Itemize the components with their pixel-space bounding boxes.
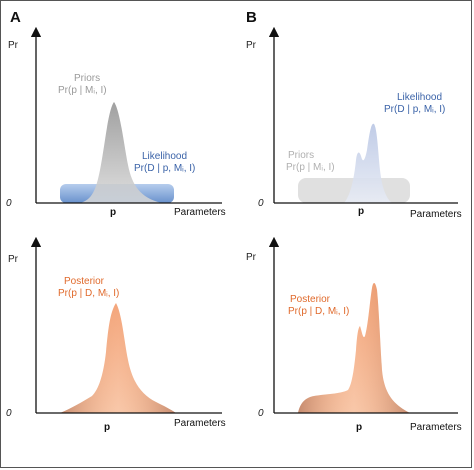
x-axis-label: Parameters — [174, 207, 226, 218]
origin-label: 0 — [258, 408, 264, 419]
panel-label-b: B — [246, 9, 257, 26]
prior-distribution — [80, 102, 162, 203]
x-tick-p: p — [104, 422, 110, 433]
panel-b-bottom: Pr 0 p Parameters Posterior Pr(p | D, Mᵢ… — [246, 236, 462, 433]
posterior-title: Posterior — [64, 276, 105, 287]
posterior-title: Posterior — [290, 294, 331, 305]
panel-a-top: Pr 0 p Parameters Priors Pr(p | Mᵢ, I) L… — [6, 26, 226, 218]
priors-title: Priors — [74, 73, 100, 84]
priors-formula: Pr(p | Mᵢ, I) — [286, 162, 335, 173]
y-axis-label: Pr — [8, 254, 19, 265]
origin-label: 0 — [6, 198, 12, 209]
y-axis-label: Pr — [246, 252, 257, 263]
x-tick-p: p — [358, 206, 364, 217]
x-axis-label: Parameters — [410, 422, 462, 433]
panel-a-bottom: Pr 0 p Parameters Posterior Pr(p | D, Mᵢ… — [6, 236, 226, 433]
posterior-formula: Pr(p | D, Mᵢ, I) — [58, 288, 119, 299]
likelihood-formula: Pr(D | p, Mᵢ, I) — [134, 163, 195, 174]
posterior-formula: Pr(p | D, Mᵢ, I) — [288, 306, 349, 317]
panel-label-a: A — [10, 9, 21, 26]
x-tick-p: p — [110, 207, 116, 218]
x-axis-label: Parameters — [174, 418, 226, 429]
x-tick-p: p — [356, 422, 362, 433]
likelihood-distribution — [344, 123, 392, 203]
likelihood-formula: Pr(D | p, Mᵢ, I) — [384, 104, 445, 115]
likelihood-title: Likelihood — [142, 151, 187, 162]
panel-b-top: Pr 0 p Parameters Priors Pr(p | Mᵢ, I) L… — [246, 26, 462, 220]
origin-label: 0 — [258, 198, 264, 209]
y-axis-label: Pr — [8, 40, 19, 51]
priors-title: Priors — [288, 150, 314, 161]
x-axis-label: Parameters — [410, 209, 462, 220]
origin-label: 0 — [6, 408, 12, 419]
likelihood-title: Likelihood — [397, 92, 442, 103]
y-axis-label: Pr — [246, 40, 257, 51]
priors-formula: Pr(p | Mᵢ, I) — [58, 85, 107, 96]
